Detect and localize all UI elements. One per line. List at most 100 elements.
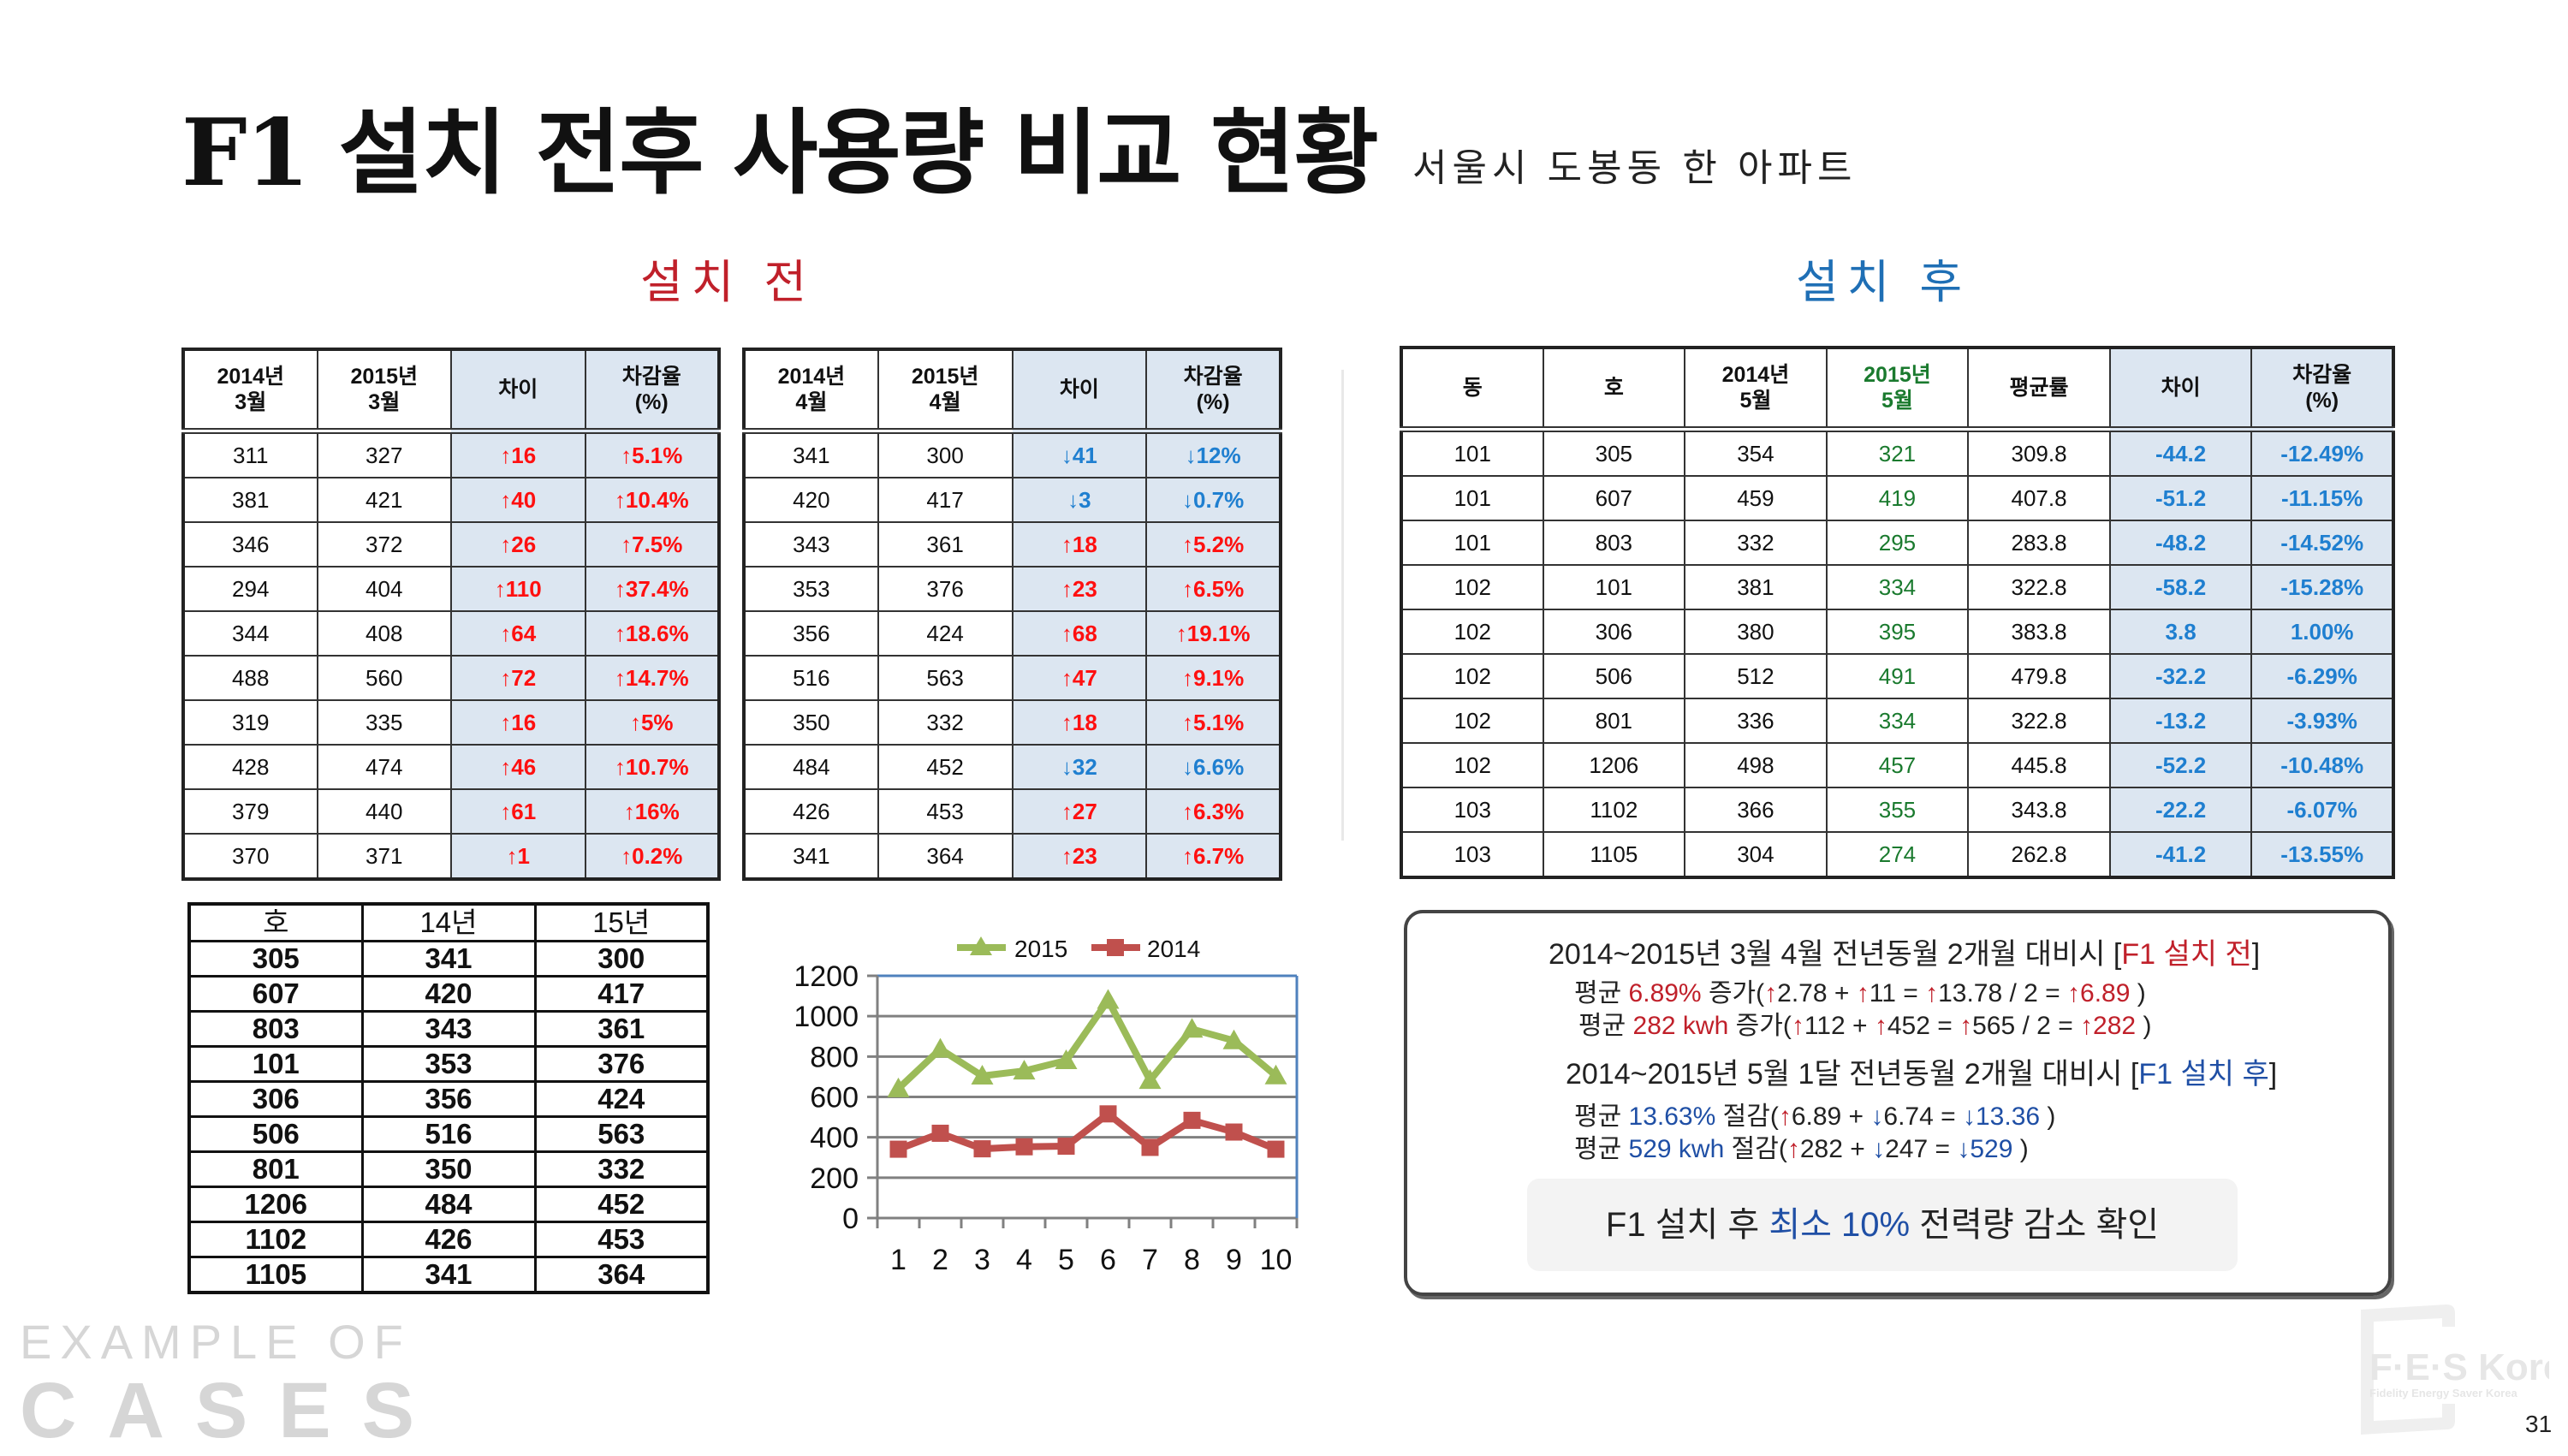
table-cell: 321 [1825, 428, 1970, 477]
table-cell: ↑23 [1011, 566, 1148, 612]
data-point-2015 [1097, 989, 1120, 1009]
table-cell: 563 [533, 1115, 710, 1153]
table-cell: 361 [877, 521, 1014, 568]
table-cell: 506 [187, 1115, 364, 1153]
usage-line-chart: 0 200 400 600 800 1000 1200 1 2 3 4 5 6 7 8 9 10 2015 2014 [794, 936, 1299, 1276]
table-cell: ↓0.7% [1145, 477, 1281, 523]
table-row: 103 1102 366 355 343.8 -22.2 -6.07% [1400, 787, 2394, 833]
table-row: 484 452 ↓32 ↓6.6% [743, 744, 1281, 790]
table-cell: ↑16 [450, 430, 586, 478]
data-point-2014 [931, 1124, 949, 1142]
table-row: 379 440 ↑61 ↑16% [182, 788, 720, 835]
summary-text: 증가( [1728, 1012, 1792, 1040]
table-cell: 361 [533, 1010, 710, 1048]
table-cell: 420 [743, 477, 879, 523]
summary-text: ↑ [1791, 1012, 1804, 1040]
table-cell: 341 [743, 833, 879, 880]
table-cell: 421 [316, 477, 452, 523]
summary-text: 282 + [1799, 1135, 1873, 1163]
table-cell: 453 [533, 1221, 710, 1258]
table-cell: 474 [316, 744, 452, 790]
column-header: 동 [1400, 347, 1544, 432]
data-point-2015 [1055, 1049, 1078, 1070]
y-tick-label: 600 [810, 1082, 859, 1114]
table-cell: 420 [360, 975, 537, 1013]
y-tick-label: 1200 [794, 960, 859, 993]
table-cell: 479.8 [1967, 653, 2111, 699]
x-tick-label: 4 [1016, 1244, 1032, 1276]
table-cell: -13.55% [2250, 831, 2394, 878]
table-row: 319 335 ↑16 ↑5% [182, 699, 720, 746]
summary-line: 2014~2015년 5월 1달 전년동월 2개월 대비시 [F1 설치 후] [1566, 1050, 2277, 1092]
table-row: 102 801 336 334 322.8 -13.2 -3.93% [1400, 698, 2394, 744]
x-tick-label: 9 [1226, 1244, 1242, 1276]
x-tick-label: 3 [974, 1244, 990, 1276]
summary-text: ↑ [1959, 1012, 1973, 1040]
watermark-line2: CASES [20, 1367, 445, 1454]
table-cell: 341 [743, 430, 879, 478]
table-cell: ↑27 [1011, 788, 1148, 835]
column-header: 2015년 3월 [316, 348, 452, 434]
summary-text: ↑282 [2080, 1012, 2137, 1040]
data-point-2014 [973, 1140, 991, 1158]
table-cell: 1102 [187, 1221, 364, 1258]
table-cell: 101 [1400, 475, 1544, 521]
column-header: 호 [1542, 347, 1686, 432]
column-header: 차이 [1011, 348, 1148, 434]
table-cell: ↑5.1% [1145, 699, 1281, 746]
table-cell: 305 [1542, 428, 1686, 477]
table-cell: 498 [1684, 742, 1828, 788]
table-cell: ↑5% [584, 699, 720, 746]
data-point-2014 [1057, 1138, 1075, 1156]
table-cell: 355 [1825, 787, 1970, 833]
conclusion-banner: F1 설치 후 최소 10% 전력량 감소 확인 [1527, 1179, 2238, 1271]
data-point-2015 [1180, 1018, 1204, 1038]
summary-text: ↓529 [1957, 1135, 2013, 1163]
table-cell: ↓12% [1145, 430, 1281, 478]
table-cell: 512 [1684, 653, 1828, 699]
table-cell: -10.48% [2250, 742, 2394, 788]
table-cell: ↑16% [584, 788, 720, 835]
summary-text: ] [2268, 1058, 2278, 1091]
page-title: F1 설치 전후 사용량 비교 현황 [181, 99, 1379, 207]
table-cell: 103 [1400, 787, 1544, 833]
table-cell: -48.2 [2108, 520, 2253, 566]
x-tick-label: 7 [1142, 1244, 1158, 1276]
column-header: 차이 [450, 348, 586, 434]
table-cell: 364 [533, 1256, 710, 1294]
table-cell: -12.49% [2250, 428, 2394, 477]
table-cell: 424 [533, 1080, 710, 1118]
page-subtitle: 서울시 도봉동 한 아파트 [1412, 147, 1858, 189]
conclusion-text: 최소 10% [1768, 1206, 1911, 1244]
summary-text: F1 설치 전 [2121, 938, 2252, 971]
table-row: 294 404 ↑110 ↑37.4% [182, 566, 720, 612]
table-cell: 343 [743, 521, 879, 568]
table-row: 101 353 376 [187, 1045, 710, 1083]
table-cell: ↑6.5% [1145, 566, 1281, 612]
summary-text: 13.63% [1628, 1102, 1716, 1131]
y-tick-label: 0 [842, 1203, 859, 1235]
table-cell: 336 [1684, 698, 1828, 744]
table-row: 341 300 ↓41 ↓12% [743, 430, 1281, 478]
table-cell: 1105 [1542, 831, 1686, 878]
table-row: 344 408 ↑64 ↑18.6% [182, 610, 720, 657]
column-header: 호 [187, 902, 364, 942]
table-row: 803 343 361 [187, 1010, 710, 1048]
table-cell: 346 [182, 521, 318, 568]
table-row: 102 101 381 334 322.8 -58.2 -15.28% [1400, 564, 2394, 610]
table-cell: ↑0.2% [584, 833, 720, 880]
summary-text: ↑6.89 [2067, 979, 2131, 1007]
before-installation-label: 설치 전 [639, 257, 816, 308]
after-installation-label: 설치 후 [1795, 257, 1971, 308]
x-tick-label: 8 [1184, 1244, 1200, 1276]
summary-text: 6.74 = [1883, 1102, 1963, 1131]
table-cell: 102 [1400, 564, 1544, 610]
table-cell: ↑5.1% [584, 430, 720, 478]
table-cell: ↑46 [450, 744, 586, 790]
summary-line: 평균 529 kwh 절감(↑282 + ↓247 = ↓529 ) [1574, 1127, 2029, 1165]
table-cell: 102 [1400, 653, 1544, 699]
column-header: 2015년 4월 [877, 348, 1014, 434]
watermark-line1: EXAMPLE OF [20, 1315, 412, 1369]
table-cell: 319 [182, 699, 318, 746]
table-cell: 274 [1825, 831, 1970, 878]
